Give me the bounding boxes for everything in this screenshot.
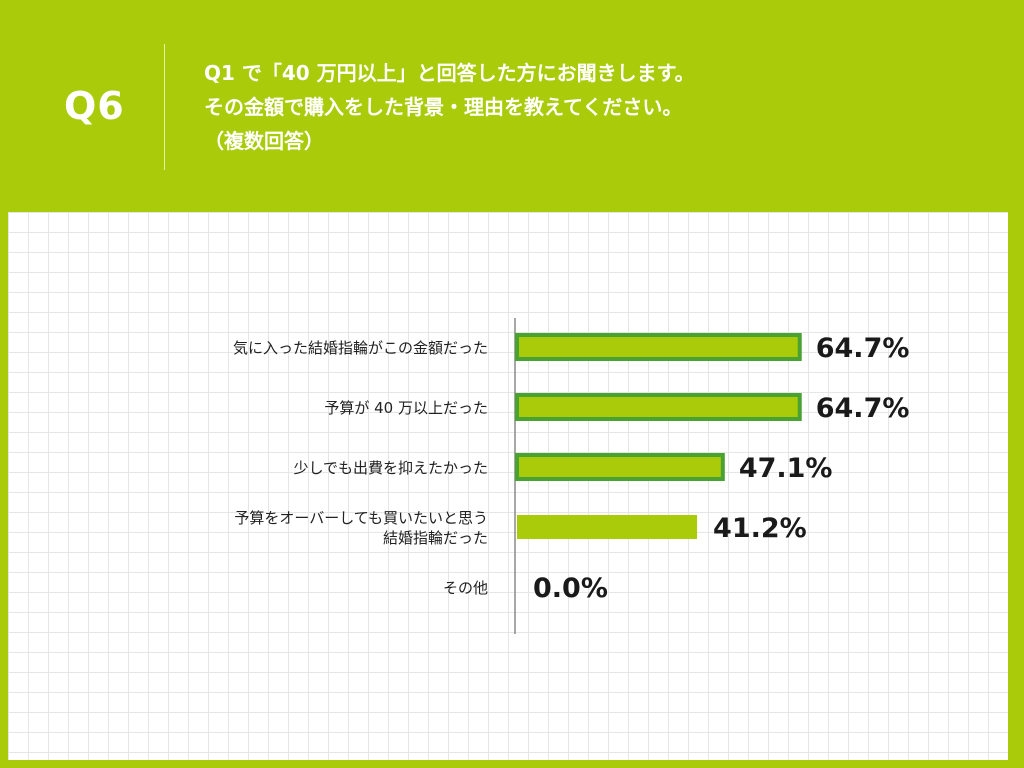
category-label: その他 (443, 579, 488, 597)
value-label: 64.7% (816, 333, 910, 364)
bar (517, 515, 698, 539)
bar (515, 333, 802, 361)
value-label: 0.0% (533, 573, 608, 604)
header-band: Q6 Q1 で「40 万円以上」と回答した方にお聞きします。 その金額で購入をし… (0, 0, 1024, 212)
category-label: 結婚指輪だった (383, 529, 488, 547)
bar (515, 393, 802, 421)
question-number: Q6 (64, 84, 125, 128)
category-label: 気に入った結婚指輪がこの金額だった (233, 339, 488, 357)
header-divider (164, 44, 165, 170)
question-text: Q1 で「40 万円以上」と回答した方にお聞きします。 その金額で購入をした背景… (204, 56, 695, 158)
category-label: 少しでも出費を抑えたかった (293, 459, 488, 477)
category-label: 予算をオーバーしても買いたいと思う (234, 509, 488, 527)
chart-panel: 64.7% 気に入った結婚指輪がこの金額だった 64.7% 予算が 40 万以上だった… (8, 212, 1008, 760)
value-label: 47.1% (739, 453, 833, 484)
value-label: 64.7% (816, 393, 910, 424)
question-line-2: その金額で購入をした背景・理由を教えてください。 (204, 95, 683, 119)
category-label: 予算が 40 万以上だった (324, 399, 488, 417)
bar (515, 453, 725, 481)
value-label: 41.2% (713, 513, 807, 544)
bar-chart: 64.7% 気に入った結婚指輪がこの金額だった 64.7% 予算が 40 万以上だった… (233, 318, 910, 634)
question-line-1: Q1 で「40 万円以上」と回答した方にお聞きします。 (204, 61, 695, 85)
question-line-3: （複数回答） (204, 129, 324, 153)
